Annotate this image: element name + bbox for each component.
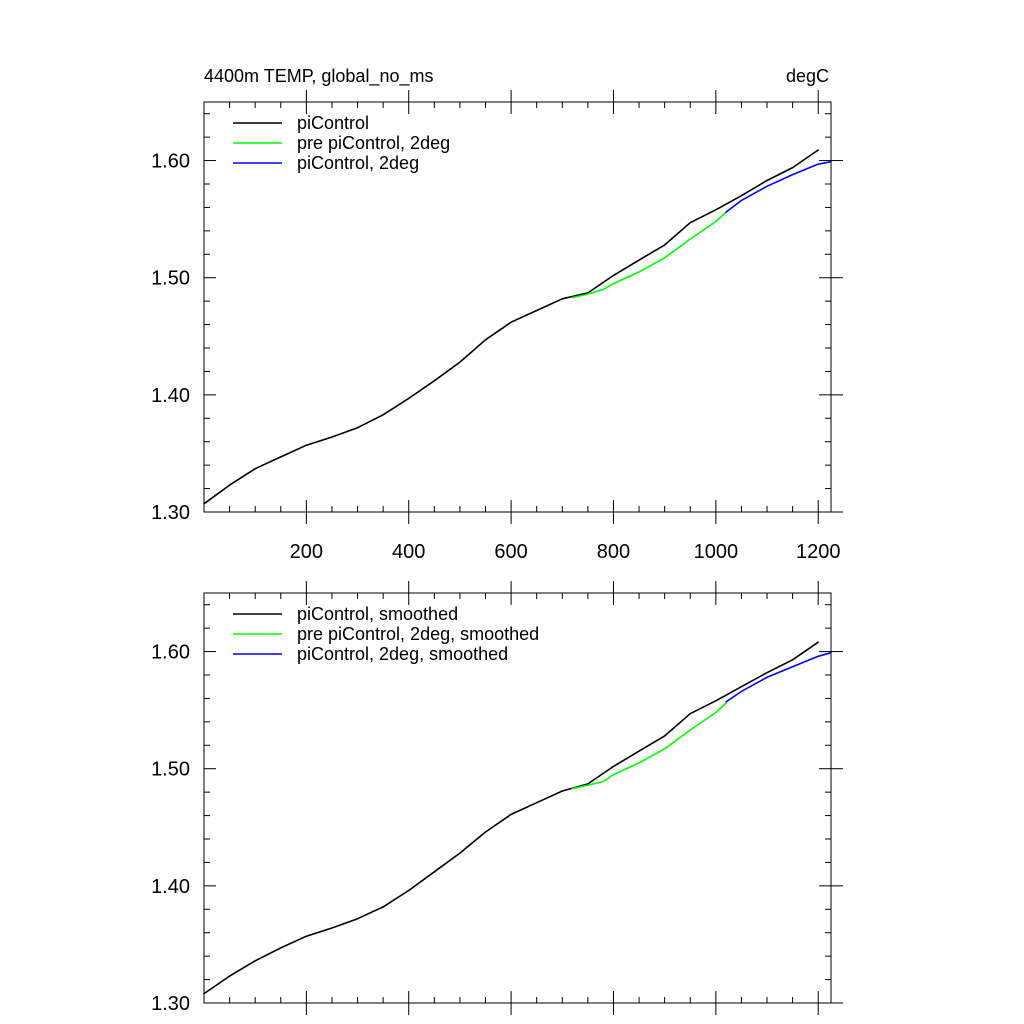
series-line (725, 160, 832, 213)
series-line (725, 651, 832, 703)
legend-label: piControl (297, 113, 369, 133)
y-axis-ticks: 1.30 1.40 1.50 1.60 (151, 604, 843, 1015)
bottom-panel: 1.30 1.40 1.50 1.60 piControl, smoothed pre… (151, 581, 843, 1015)
x-tick-label: 200 (290, 541, 323, 563)
legend-label: piControl, 2deg, smoothed (297, 644, 508, 664)
legend-entry: piControl (233, 113, 369, 133)
legend: piControl, smoothed pre piControl, 2deg,… (233, 604, 539, 664)
y-tick-label: 1.50 (151, 759, 190, 781)
legend: piControl pre piControl, 2deg piControl,… (233, 113, 450, 173)
chart-title: 4400m TEMP, global_no_ms (204, 66, 433, 87)
series-line (571, 702, 727, 790)
legend-label: pre piControl, 2deg (297, 133, 450, 153)
y-axis-ticks: 1.30 1.40 1.50 1.60 (151, 113, 843, 524)
y-tick-label: 1.30 (151, 502, 190, 524)
legend-entry: pre piControl, 2deg, smoothed (233, 624, 539, 644)
x-axis-ticks (229, 581, 819, 1015)
y-tick-label: 1.60 (151, 642, 190, 664)
plot-frame (203, 101, 832, 513)
x-tick-label: 400 (392, 541, 425, 563)
plot-frame (203, 592, 832, 1004)
x-tick-label: 600 (494, 541, 527, 563)
x-tick-label: 800 (597, 541, 630, 563)
series-line (203, 641, 820, 995)
series-lines (203, 149, 832, 505)
series-lines (203, 641, 832, 995)
top-panel: 4400m TEMP, global_no_ms degC 1.301.401.… (151, 66, 843, 563)
y-tick-label: 1.30 (151, 993, 190, 1015)
legend-label: piControl, smoothed (297, 604, 458, 624)
legend-entry: piControl, 2deg (233, 153, 419, 173)
x-tick-label: 1200 (796, 541, 841, 563)
y-tick-label: 1.40 (151, 385, 190, 407)
legend-entry: piControl, 2deg, smoothed (233, 644, 508, 664)
series-line (203, 149, 820, 505)
units-label: degC (786, 66, 829, 86)
series-line (571, 211, 727, 299)
x-tick-label: 1000 (694, 541, 739, 563)
y-tick-label: 1.40 (151, 876, 190, 898)
y-tick-label: 1.60 (151, 151, 190, 173)
legend-label: piControl, 2deg (297, 153, 419, 173)
legend-entry: pre piControl, 2deg (233, 133, 450, 153)
legend-label: pre piControl, 2deg, smoothed (297, 624, 539, 644)
y-tick-label: 1.50 (151, 268, 190, 290)
legend-entry: piControl, smoothed (233, 604, 458, 624)
x-axis-ticks: 200 400 600 800 1000 1200 (229, 90, 841, 563)
